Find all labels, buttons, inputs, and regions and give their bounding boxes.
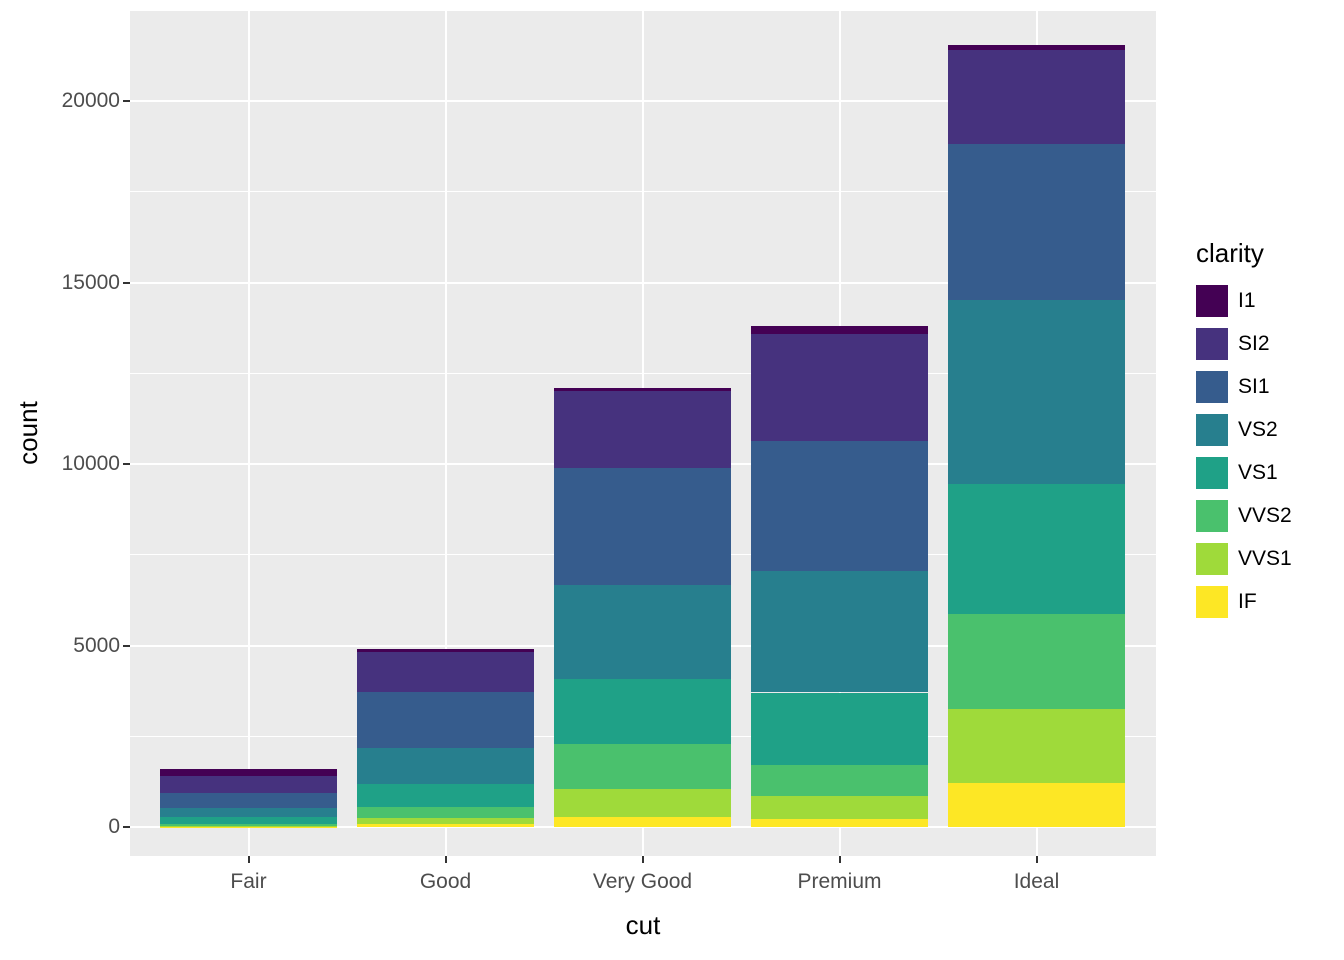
gridline-major-x — [247, 11, 250, 856]
bar-segment-SI1-Fair — [160, 793, 337, 808]
x-tick-label: Premium — [797, 870, 882, 893]
bar-segment-IF-Premium — [751, 818, 928, 827]
bar-segment-VVS1-Premium — [751, 796, 928, 819]
bar-segment-SI2-Very-Good — [554, 391, 731, 468]
bar-segment-VS2-Ideal — [948, 299, 1125, 484]
legend: clarity I1 SI2 SI1 VS2 VS1 VVS2 VVS1 IF — [1196, 238, 1292, 629]
plot-panel — [130, 11, 1156, 856]
y-tick-label: 5000 — [73, 633, 120, 657]
legend-label-VVS1: VVS1 — [1238, 547, 1292, 570]
legend-items: I1 SI2 SI1 VS2 VS1 VVS2 VVS1 IF — [1196, 285, 1292, 618]
x-tick-label: Very Good — [592, 870, 693, 893]
x-tick-label: Good — [419, 870, 472, 893]
bar-segment-SI2-Premium — [751, 333, 928, 441]
legend-item-IF: IF — [1196, 586, 1292, 618]
bar-segment-VS2-Premium — [751, 570, 928, 693]
legend-item-VS1: VS1 — [1196, 457, 1292, 489]
bar-segment-VVS2-Very-Good — [554, 743, 731, 789]
y-tick-label: 0 — [108, 815, 120, 838]
legend-item-VVS1: VVS1 — [1196, 543, 1292, 575]
bar-segment-IF-Good — [357, 824, 534, 827]
x-tick-mark — [641, 856, 644, 863]
legend-label-VVS2: VVS2 — [1238, 504, 1292, 527]
bar-segment-SI1-Good — [357, 691, 534, 749]
bar-segment-SI1-Premium — [751, 440, 928, 571]
x-axis-title: cut — [625, 910, 661, 940]
bar-segment-VS1-Good — [357, 783, 534, 808]
bar-segment-VS1-Ideal — [948, 483, 1125, 615]
legend-item-VS2: VS2 — [1196, 414, 1292, 446]
x-tick-mark — [838, 856, 841, 863]
legend-key-IF — [1196, 586, 1228, 618]
legend-label-SI2: SI2 — [1238, 332, 1270, 355]
legend-key-I1 — [1196, 285, 1228, 317]
bar-segment-I1-Good — [357, 648, 534, 653]
y-axis-title: count — [12, 401, 43, 465]
bar-segment-VVS1-Ideal — [948, 708, 1125, 783]
bar-segment-VVS2-Premium — [751, 764, 928, 797]
x-tick-label: Fair — [230, 870, 267, 893]
bar-segment-VS2-Fair — [160, 807, 337, 818]
bar-segment-VS2-Very-Good — [554, 585, 731, 680]
bar-segment-SI2-Fair — [160, 776, 337, 794]
bar-segment-VVS2-Ideal — [948, 614, 1125, 709]
legend-item-VVS2: VVS2 — [1196, 500, 1292, 532]
bar-segment-SI1-Very-Good — [554, 467, 731, 586]
bar-segment-VVS1-Good — [357, 817, 534, 825]
bar-segment-VVS2-Fair — [160, 823, 337, 827]
bar-segment-SI1-Ideal — [948, 144, 1125, 300]
legend-item-SI2: SI2 — [1196, 328, 1292, 360]
bar-segment-VVS1-Very-Good — [554, 788, 731, 818]
bar-segment-IF-Ideal — [948, 783, 1125, 827]
bar-segment-SI2-Good — [357, 652, 534, 692]
legend-label-SI1: SI1 — [1238, 375, 1270, 398]
y-tick-mark — [123, 826, 130, 828]
legend-label-VS2: VS2 — [1238, 418, 1278, 441]
legend-label-I1: I1 — [1238, 289, 1256, 312]
y-tick-label: 10000 — [61, 452, 120, 475]
y-tick-mark — [123, 281, 130, 284]
y-tick-mark — [123, 100, 130, 102]
x-tick-mark — [247, 856, 250, 863]
x-tick-mark — [444, 856, 447, 863]
legend-key-VVS2 — [1196, 500, 1228, 532]
y-tick-mark — [123, 644, 130, 647]
legend-title: clarity — [1196, 238, 1264, 268]
y-tick-label: 15000 — [61, 270, 120, 294]
legend-label-VS1: VS1 — [1238, 461, 1278, 484]
bar-segment-VS1-Premium — [751, 692, 928, 765]
y-tick-label: 20000 — [61, 89, 120, 112]
bar-segment-I1-Fair — [160, 768, 337, 777]
legend-key-SI2 — [1196, 328, 1228, 360]
legend-item-I1: I1 — [1196, 285, 1292, 317]
x-tick-label: Ideal — [1013, 870, 1060, 893]
legend-key-VS2 — [1196, 414, 1228, 446]
legend-key-VS1 — [1196, 457, 1228, 489]
bar-segment-IF-Very-Good — [554, 817, 731, 827]
bar-segment-SI2-Ideal — [948, 49, 1125, 145]
legend-key-SI1 — [1196, 371, 1228, 403]
y-tick-mark — [123, 463, 130, 465]
bar-segment-I1-Ideal — [948, 44, 1125, 50]
gridline-major-x — [444, 11, 447, 856]
bar-segment-I1-Very-Good — [554, 388, 731, 392]
x-tick-mark — [1035, 856, 1038, 863]
bar-segment-VVS1-Fair — [160, 826, 337, 827]
bar-segment-VVS2-Good — [357, 807, 534, 818]
bar-segment-VS1-Very-Good — [554, 679, 731, 744]
bar-segment-I1-Premium — [751, 326, 928, 334]
legend-label-IF: IF — [1238, 590, 1257, 613]
legend-key-VVS1 — [1196, 543, 1228, 575]
bar-segment-VS2-Good — [357, 748, 534, 784]
bar-segment-VS1-Fair — [160, 817, 337, 824]
legend-item-SI1: SI1 — [1196, 371, 1292, 403]
